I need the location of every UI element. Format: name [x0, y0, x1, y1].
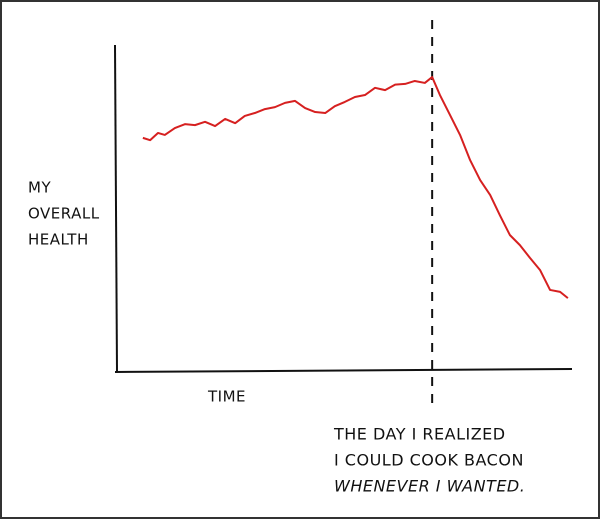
health-line — [142, 76, 569, 299]
y-axis — [114, 44, 118, 373]
annotation-text: THE DAY I REALIZED — [333, 425, 506, 444]
annotation-text: I COULD COOK BACON — [334, 451, 524, 470]
y-axis-label: HEALTH — [28, 231, 89, 249]
y-axis-label: MY — [28, 179, 51, 197]
annotation-text: WHENEVER I WANTED. — [334, 477, 525, 496]
y-axis-label: OVERALL — [28, 205, 100, 223]
x-axis — [114, 368, 573, 373]
x-axis-label: TIME — [207, 388, 246, 406]
